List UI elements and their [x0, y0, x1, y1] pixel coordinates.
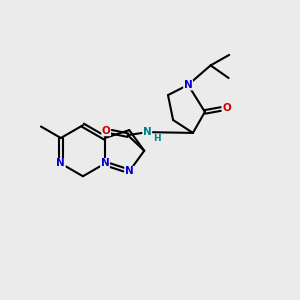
- Text: N: N: [125, 167, 134, 176]
- Text: N: N: [100, 158, 109, 169]
- Text: O: O: [102, 126, 110, 136]
- Text: N: N: [184, 80, 193, 90]
- Text: H: H: [153, 134, 160, 143]
- Text: O: O: [222, 103, 231, 113]
- Text: N: N: [56, 158, 65, 169]
- Text: N: N: [143, 127, 152, 137]
